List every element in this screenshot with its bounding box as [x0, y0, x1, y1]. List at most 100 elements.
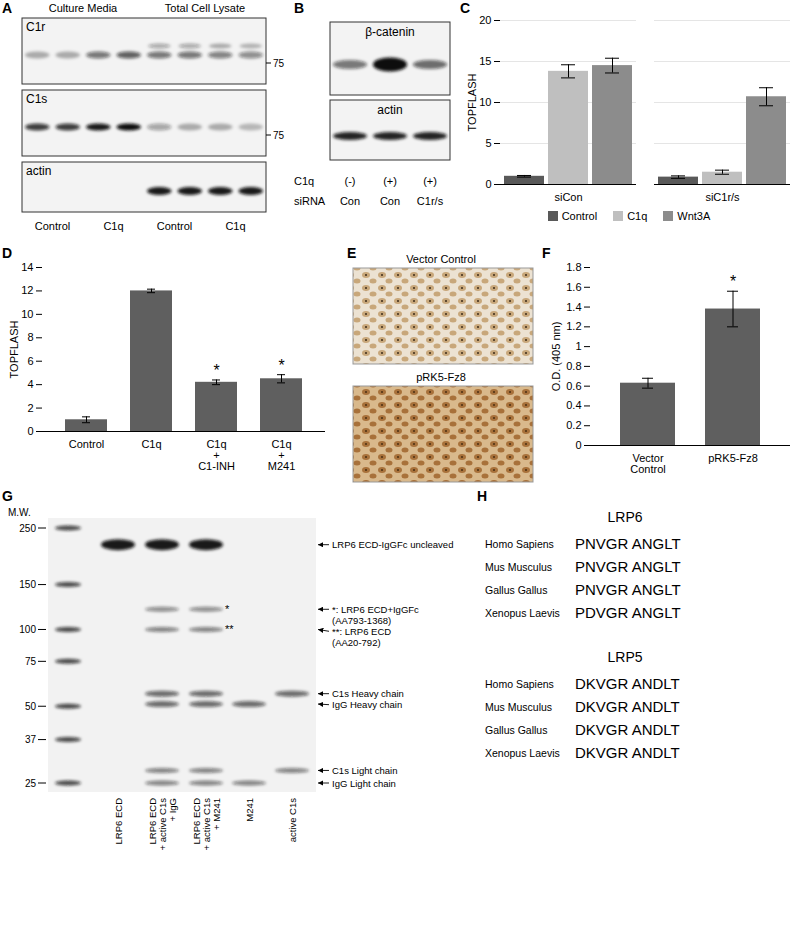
svg-text:C1s Light chain: C1s Light chain	[332, 765, 397, 776]
svg-text:siRNA: siRNA	[294, 195, 326, 207]
svg-text:50: 50	[25, 701, 37, 712]
svg-text:1.8: 1.8	[566, 261, 581, 273]
svg-text:PNVGR ANGLT: PNVGR ANGLT	[575, 558, 681, 575]
svg-text:12: 12	[21, 284, 33, 296]
svg-text:5: 5	[485, 137, 491, 149]
svg-text:15: 15	[479, 55, 491, 67]
svg-text:C1r: C1r	[26, 20, 45, 34]
svg-text:0.8: 0.8	[566, 360, 581, 372]
svg-text:20: 20	[479, 14, 491, 26]
svg-text:LRP6 ECD-IgGFc uncleaved: LRP6 ECD-IgGFc uncleaved	[332, 539, 453, 550]
svg-text:Homo Sapiens: Homo Sapiens	[485, 538, 554, 550]
svg-text:Con: Con	[380, 195, 400, 207]
svg-text:PNVGR ANGLT: PNVGR ANGLT	[575, 581, 681, 598]
svg-text:Vector Control: Vector Control	[406, 253, 476, 265]
svg-text:C1s: C1s	[26, 92, 47, 106]
svg-text:DKVGR ANDLT: DKVGR ANDLT	[575, 698, 680, 715]
svg-text:pRK5-Fz8: pRK5-Fz8	[416, 371, 466, 383]
svg-text:(+): (+)	[423, 175, 437, 187]
svg-text:(AA793-1368): (AA793-1368)	[332, 615, 391, 626]
svg-text:25: 25	[25, 778, 37, 789]
svg-text:**: LRP6 ECD: **: LRP6 ECD	[332, 626, 391, 637]
svg-text:4: 4	[27, 378, 33, 390]
svg-text:1.6: 1.6	[566, 281, 581, 293]
svg-text:LRP6: LRP6	[607, 509, 642, 525]
svg-text:PNVGR ANGLT: PNVGR ANGLT	[575, 535, 681, 552]
svg-text:β-catenin: β-catenin	[365, 25, 415, 39]
svg-text:LRP5: LRP5	[607, 649, 642, 665]
svg-text:*: *	[278, 357, 284, 374]
svg-text:100: 100	[19, 624, 36, 635]
svg-text:10: 10	[479, 96, 491, 108]
svg-text:C1q+M241: C1q+M241	[268, 438, 296, 472]
svg-text:Gallus Gallus: Gallus Gallus	[485, 724, 547, 736]
svg-text:14: 14	[21, 261, 33, 273]
svg-text:(-): (-)	[345, 175, 356, 187]
svg-text:C1s Heavy chain: C1s Heavy chain	[332, 688, 404, 699]
svg-text:10: 10	[21, 308, 33, 320]
svg-text:C1r/s: C1r/s	[417, 195, 444, 207]
svg-text:75: 75	[273, 58, 285, 69]
svg-text:Xenopus Laevis: Xenopus Laevis	[485, 747, 560, 759]
svg-text:150: 150	[19, 579, 36, 590]
svg-text:37: 37	[25, 734, 37, 745]
svg-text:Control: Control	[157, 220, 192, 232]
svg-text:0.2: 0.2	[566, 419, 581, 431]
svg-text:1: 1	[575, 340, 581, 352]
svg-text:75: 75	[273, 130, 285, 141]
svg-text:0.6: 0.6	[566, 380, 581, 392]
svg-text:Control: Control	[35, 220, 70, 232]
svg-text:LRP6 ECD: LRP6 ECD	[113, 798, 124, 845]
svg-text:DKVGR ANDLT: DKVGR ANDLT	[575, 721, 680, 738]
svg-text:+ M241: + M241	[211, 798, 222, 830]
svg-text:Xenopus Laevis: Xenopus Laevis	[485, 607, 560, 619]
svg-text:Culture Media: Culture Media	[49, 2, 118, 14]
svg-text:siC1r/s: siC1r/s	[705, 191, 740, 203]
svg-text:DKVGR ANDLT: DKVGR ANDLT	[575, 675, 680, 692]
svg-text:*: LRP6 ECD+IgGFc: *: LRP6 ECD+IgGFc	[332, 604, 419, 615]
svg-text:Control: Control	[69, 438, 104, 450]
svg-text:C1q: C1q	[225, 220, 245, 232]
svg-text:C1q+C1-INH: C1q+C1-INH	[198, 438, 235, 472]
svg-text:(AA20-792): (AA20-792)	[332, 637, 381, 648]
svg-text:siCon: siCon	[554, 191, 582, 203]
svg-text:IgG Light chain: IgG Light chain	[332, 778, 396, 789]
svg-text:Mus Musculus: Mus Musculus	[485, 561, 552, 573]
svg-text:actin: actin	[26, 164, 51, 178]
svg-text:0: 0	[27, 425, 33, 437]
svg-text:DKVGR ANDLT: DKVGR ANDLT	[575, 744, 680, 761]
svg-text:TOPFLASH: TOPFLASH	[8, 321, 20, 379]
svg-text:75: 75	[25, 656, 37, 667]
svg-text:*: *	[730, 273, 736, 290]
svg-text:M241: M241	[244, 798, 255, 822]
svg-text:C1q: C1q	[294, 175, 314, 187]
svg-text:2: 2	[27, 402, 33, 414]
svg-text:M.W.: M.W.	[8, 507, 31, 518]
svg-text:active C1s: active C1s	[287, 798, 298, 843]
svg-text:Con: Con	[340, 195, 360, 207]
svg-text:250: 250	[19, 523, 36, 534]
svg-text:PDVGR ANGLT: PDVGR ANGLT	[575, 604, 681, 621]
svg-text:+ IgG: + IgG	[167, 798, 178, 822]
svg-text:C1q: C1q	[141, 438, 161, 450]
svg-text:**: **	[225, 623, 234, 635]
svg-text:(+): (+)	[383, 175, 397, 187]
svg-text:actin: actin	[377, 103, 402, 117]
svg-text:VectorControl: VectorControl	[630, 452, 665, 475]
svg-text:Total Cell Lysate: Total Cell Lysate	[165, 2, 245, 14]
svg-text:*: *	[225, 603, 230, 615]
svg-text:1.2: 1.2	[566, 320, 581, 332]
svg-text:6: 6	[27, 355, 33, 367]
svg-text:Mus Musculus: Mus Musculus	[485, 701, 552, 713]
svg-text:*: *	[213, 362, 219, 379]
svg-text:Homo Sapiens: Homo Sapiens	[485, 678, 554, 690]
svg-text:1.4: 1.4	[566, 301, 581, 313]
svg-text:C1q: C1q	[103, 220, 123, 232]
svg-text:IgG Heavy chain: IgG Heavy chain	[332, 699, 402, 710]
svg-text:0: 0	[575, 439, 581, 451]
svg-text:Gallus Gallus: Gallus Gallus	[485, 584, 547, 596]
svg-text:pRK5-Fz8: pRK5-Fz8	[708, 452, 758, 464]
svg-text:O.D. (405 nm): O.D. (405 nm)	[550, 322, 562, 392]
svg-text:8: 8	[27, 331, 33, 343]
svg-text:TOPFLASH: TOPFLASH	[466, 74, 478, 132]
